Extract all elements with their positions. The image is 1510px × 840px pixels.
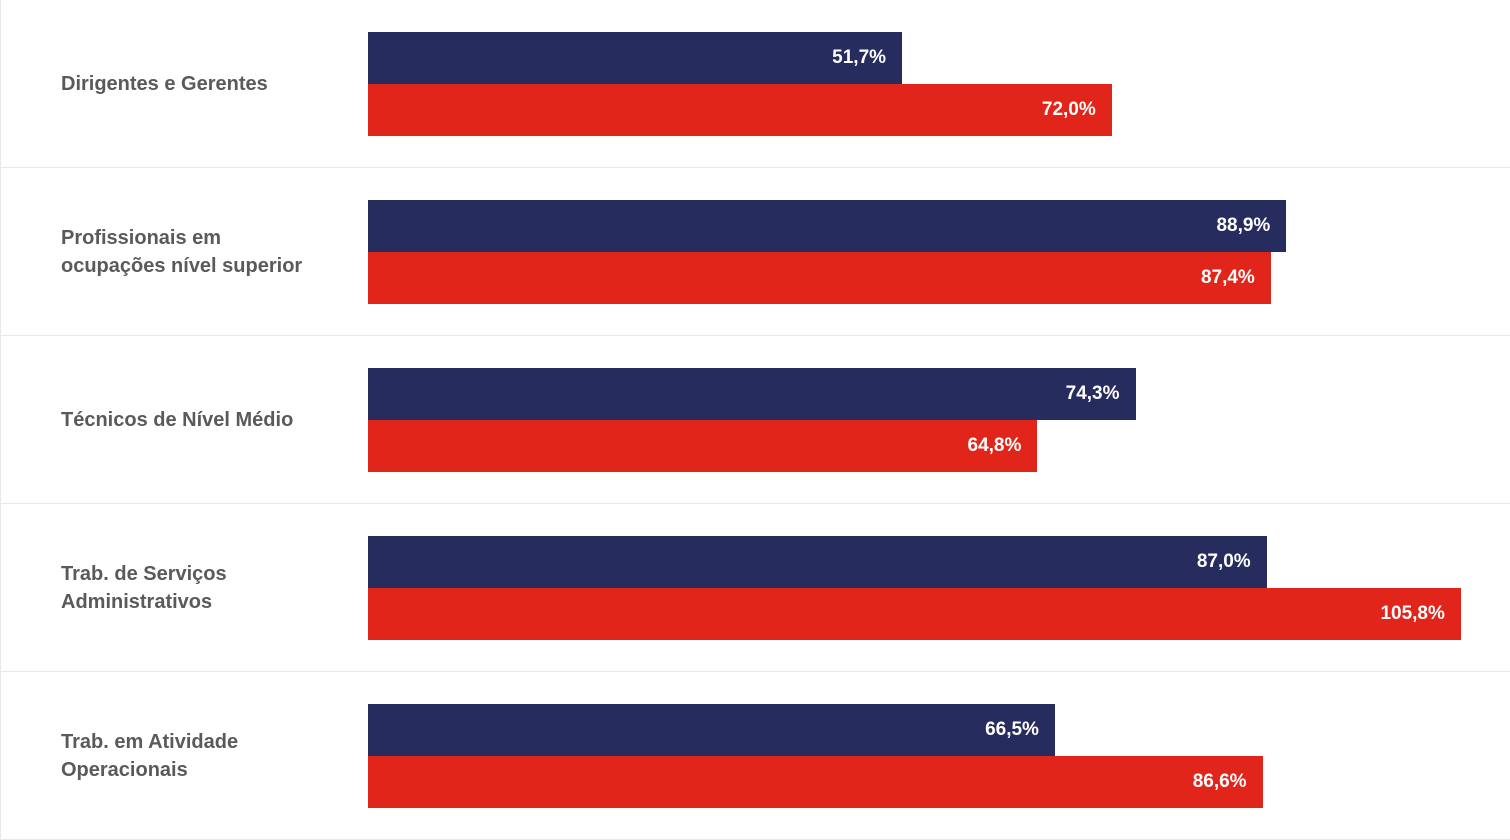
bar-value-label: 72,0% xyxy=(1041,99,1096,120)
bar-series-1: 88,9% xyxy=(368,200,1287,252)
bar-series-1: 87,0% xyxy=(368,536,1267,588)
bar-value-label: 64,8% xyxy=(967,435,1022,456)
bar-value-label: 88,9% xyxy=(1216,215,1271,236)
category-label: Profissionais em ocupações nível superio… xyxy=(61,227,303,277)
bar-series-2: 86,6% xyxy=(368,756,1263,808)
bar-series-2: 72,0% xyxy=(368,84,1112,136)
category-label: Dirigentes e Gerentes xyxy=(61,73,268,95)
category-label: Trab. em Atividade Operacionais xyxy=(61,731,239,781)
category-row: Trab. em Atividade Operacionais 66,5% 86,6… xyxy=(0,672,1510,840)
bar-series-2: 105,8% xyxy=(368,588,1461,640)
bar-value-label: 51,7% xyxy=(832,47,887,68)
bar-series-1: 51,7% xyxy=(368,32,903,84)
bar-series-2: 64,8% xyxy=(368,420,1038,472)
category-row: Técnicos de Nível Médio 74,3% 64,8% xyxy=(0,336,1510,504)
bar-series-1: 66,5% xyxy=(368,704,1055,756)
category-row: Profissionais em ocupações nível superio… xyxy=(0,168,1510,336)
bar-value-label: 87,4% xyxy=(1200,267,1255,288)
bar-value-label: 105,8% xyxy=(1380,603,1445,624)
bar-value-label: 87,0% xyxy=(1196,551,1251,572)
bar-series-2: 87,4% xyxy=(368,252,1271,304)
category-label: Trab. de Serviços Administrativos xyxy=(61,563,227,613)
bar-value-label: 86,6% xyxy=(1192,771,1247,792)
category-row: Trab. de Serviços Administrativos 87,0% 10… xyxy=(0,504,1510,672)
bar-series-1: 74,3% xyxy=(368,368,1136,420)
category-row: Dirigentes e Gerentes 51,7% 72,0% xyxy=(0,0,1510,168)
bar-value-label: 66,5% xyxy=(985,719,1039,740)
category-label: Técnicos de Nível Médio xyxy=(61,409,294,431)
bar-value-label: 74,3% xyxy=(1065,383,1120,404)
